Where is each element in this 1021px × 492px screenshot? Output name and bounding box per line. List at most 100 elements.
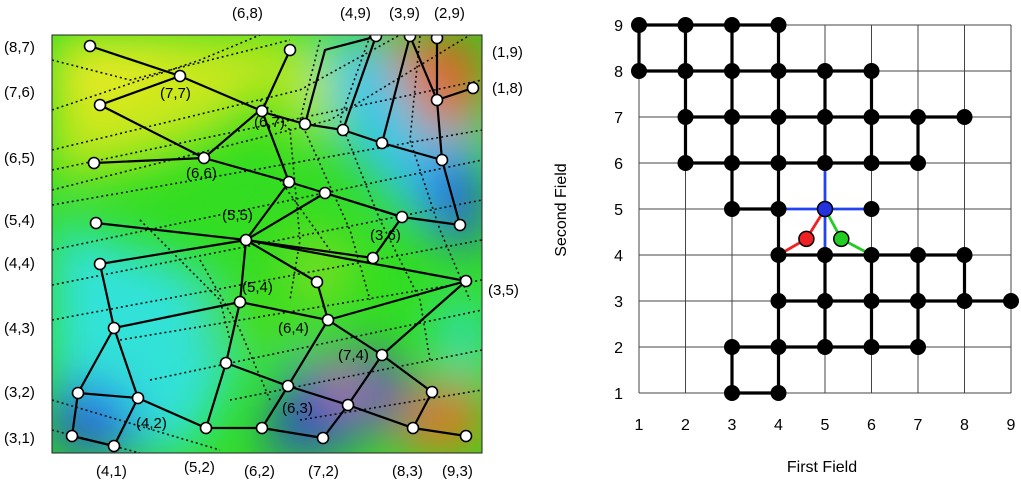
y-tick-label: 4: [614, 248, 623, 265]
outer-label: (8,7): [4, 39, 35, 56]
y-tick-label: 6: [614, 156, 623, 173]
map-node: [425, 385, 439, 399]
outer-label: (3,2): [4, 384, 35, 401]
map-node: [89, 216, 103, 230]
graph-node: [817, 247, 833, 263]
graph-node: [910, 293, 926, 309]
inner-label: (6,4): [278, 320, 309, 337]
inner-label: (7,7): [160, 85, 191, 102]
graph-node: [724, 109, 740, 125]
map-node: [369, 35, 383, 43]
y-tick-label: 3: [614, 294, 623, 311]
outer-label: (3,5): [488, 282, 519, 299]
graph-node: [631, 63, 647, 79]
outer-label: (6,5): [4, 150, 35, 167]
map-node: [366, 251, 380, 265]
map-node: [321, 313, 335, 327]
extra-node: [798, 230, 815, 248]
heatmap-background: [52, 35, 482, 453]
y-tick-label: 8: [614, 64, 623, 81]
map-node: [341, 398, 355, 412]
inner-label: (6,6): [186, 165, 217, 182]
x-tick-labels: 1 2 3 4 5 6 7 8 9: [635, 417, 1016, 434]
map-node: [199, 421, 213, 435]
inner-label: (7,4): [338, 347, 369, 364]
x-tick-label: 8: [960, 417, 969, 434]
graph-node: [770, 155, 787, 171]
map-node: [71, 386, 85, 400]
map-node: [281, 379, 295, 393]
map-node: [466, 81, 480, 95]
outer-label: (4,3): [4, 320, 35, 337]
outer-label: (4,9): [340, 5, 371, 22]
map-node: [430, 35, 444, 45]
outer-label: (7,6): [4, 84, 35, 101]
graph-node: [817, 63, 833, 79]
map-node: [395, 210, 409, 224]
map-node: [219, 356, 233, 370]
inner-label: (5,4): [242, 279, 273, 296]
outer-label: (4,1): [96, 463, 127, 480]
graph-node: [770, 385, 787, 401]
map-node: [173, 69, 187, 83]
map-node: [435, 153, 449, 167]
map-node: [87, 156, 101, 170]
map-node: [255, 421, 269, 435]
map-node: [65, 429, 79, 443]
x-tick-label: 5: [821, 417, 830, 434]
map-node: [255, 104, 269, 118]
graph-node: [863, 155, 880, 171]
graph-node: [863, 339, 880, 355]
y-tick-label: 2: [614, 340, 623, 357]
graph-node: [817, 155, 833, 171]
graph-node: [863, 201, 880, 217]
y-tick-labels: 1 2 3 4 5 6 7 8 9: [614, 18, 623, 403]
inner-labels: (7,7) (6,7) (6,6) (5,5) (3,6) (5,4) (6,4…: [136, 85, 401, 432]
outer-label: (4,4): [4, 255, 35, 272]
inner-label: (3,6): [370, 227, 401, 244]
map-node: [430, 93, 444, 107]
map-node: [93, 98, 107, 112]
outer-labels: (6,8) (4,9) (3,9) (2,9) (1,9) (1,8) (8,7…: [4, 5, 523, 480]
outer-label: (8,3): [392, 463, 423, 480]
map-node: [107, 439, 121, 453]
x-axis-label: First Field: [787, 459, 857, 476]
graph-node: [631, 17, 647, 33]
network-nodes: [65, 35, 480, 453]
map-node: [375, 348, 389, 362]
x-tick-label: 9: [1007, 417, 1016, 434]
outer-label: (6,2): [244, 463, 275, 480]
graph-node: [770, 109, 787, 125]
outer-label: (3,1): [4, 430, 35, 447]
outer-label: (9,3): [442, 463, 473, 480]
inner-label: (6,7): [254, 114, 285, 131]
graph-node: [770, 63, 787, 79]
x-tick-label: 2: [681, 417, 690, 434]
graph-node: [863, 109, 880, 125]
outer-label: (6,8): [232, 5, 263, 22]
map-node: [406, 421, 420, 435]
graph-node: [770, 201, 787, 217]
graph-node: [770, 247, 787, 263]
graph-node: [910, 109, 926, 125]
graph-node: [724, 339, 740, 355]
extra-node: [833, 230, 850, 248]
y-axis-label: Second Field: [553, 163, 570, 256]
graph-node: [677, 109, 694, 125]
graph-node: [910, 155, 926, 171]
map-node: [459, 274, 473, 288]
graph-node: [770, 293, 787, 309]
x-tick-label: 6: [867, 417, 876, 434]
graph-node: [677, 155, 694, 171]
x-tick-label: 3: [728, 417, 737, 434]
map-frame: [51, 34, 483, 454]
y-tick-label: 9: [614, 18, 623, 35]
outer-label: (5,4): [4, 212, 35, 229]
highlight-node: [816, 200, 834, 218]
graph-node: [863, 293, 880, 309]
map-node: [83, 39, 97, 53]
outer-label: (3,9): [389, 5, 420, 22]
map-node: [316, 431, 330, 445]
map-node: [239, 233, 253, 247]
